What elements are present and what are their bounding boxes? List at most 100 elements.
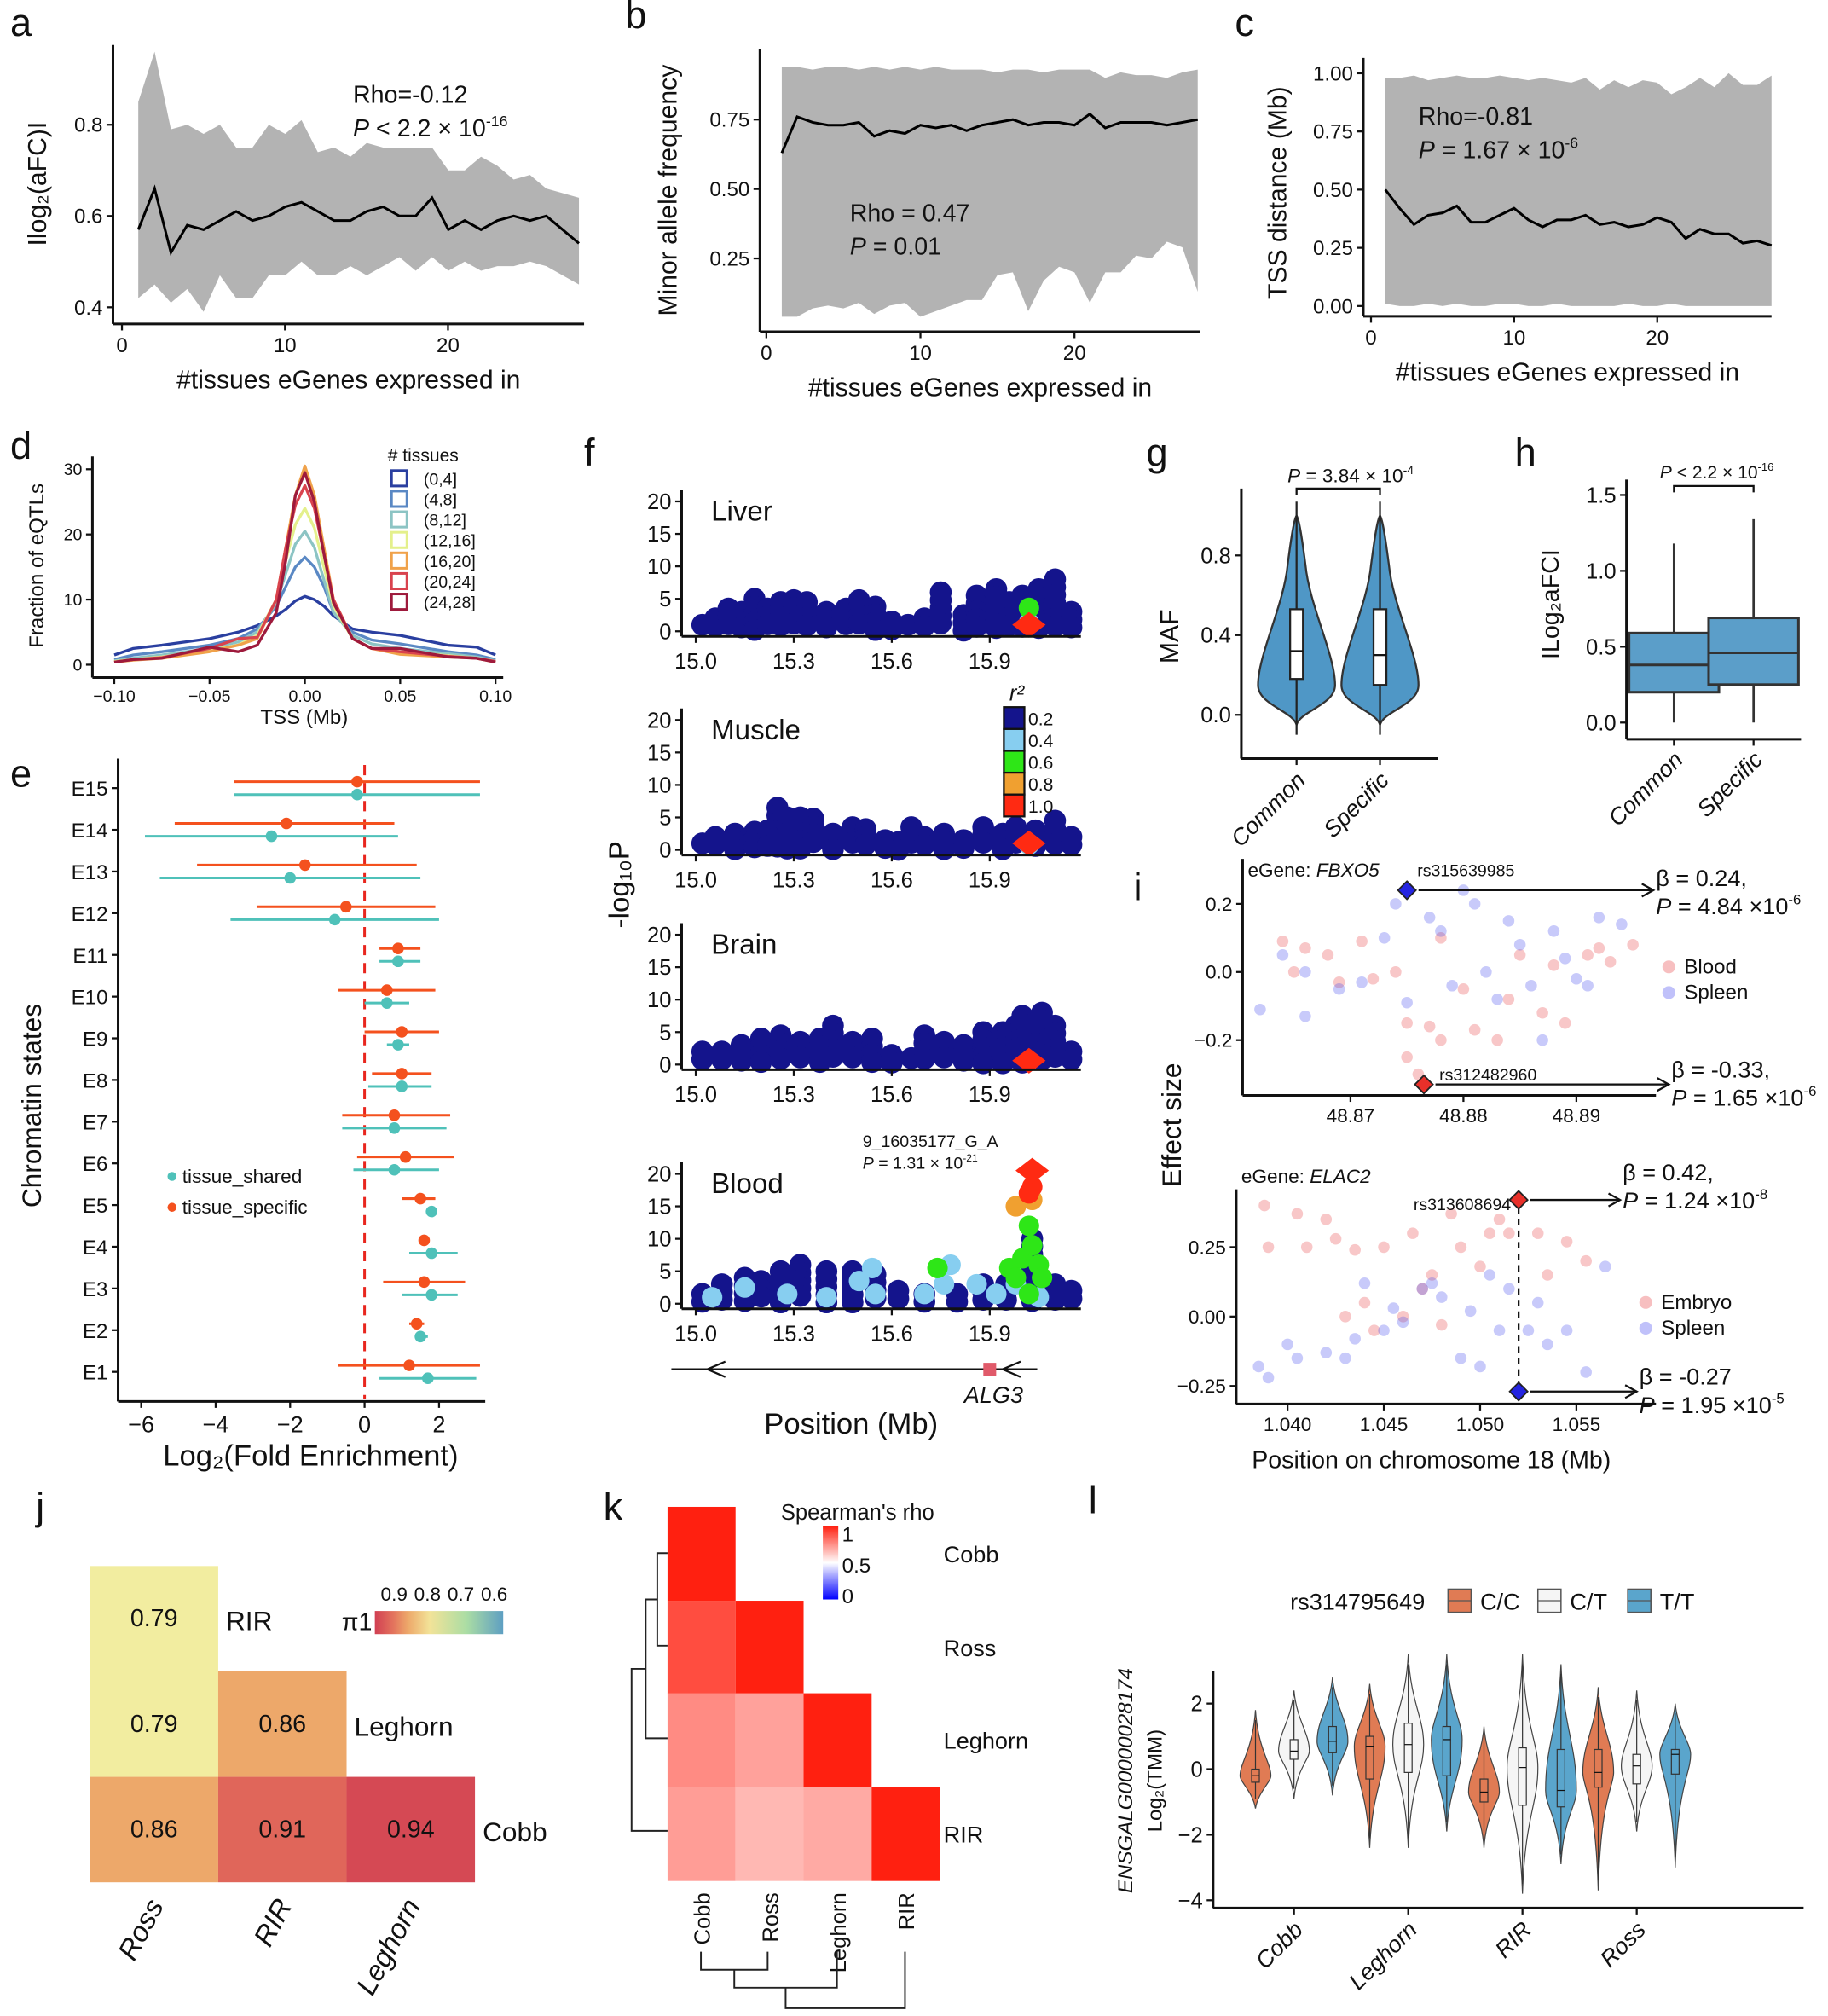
snp-point bbox=[815, 616, 838, 639]
snp-point bbox=[966, 1273, 987, 1295]
estimate-point bbox=[414, 1330, 426, 1343]
legend-label: 0.6 bbox=[1028, 754, 1053, 773]
heatmap-cell bbox=[346, 1776, 476, 1883]
beta-label: β = 0.24, bbox=[1656, 865, 1747, 891]
mean-line bbox=[136, 184, 581, 256]
stat-exponent: -6 bbox=[1565, 134, 1578, 151]
track-blood: 0 5 10 15 20 15.0 15.3 15.6 15.9 Blood 9_16035177_… bbox=[647, 1133, 1083, 1346]
panel-b: 0.25 0.50 0.75 0 10 20 #tissues eGenes express… bbox=[654, 49, 1200, 402]
stat-value: = 0.01 bbox=[866, 233, 941, 260]
legend-label: 0.8 bbox=[1028, 775, 1053, 795]
snp-point bbox=[1455, 1241, 1467, 1254]
snp-point bbox=[1474, 1360, 1486, 1373]
row-label: RIR bbox=[226, 1606, 272, 1637]
y-tick-label: 15 bbox=[647, 1196, 671, 1219]
snp-point bbox=[1021, 1176, 1043, 1197]
x-tick-label: 0.05 bbox=[384, 687, 416, 706]
column-label: Leghorn bbox=[350, 1894, 427, 2001]
y-tick-label: 0 bbox=[659, 839, 671, 863]
colorbar-label: 1 bbox=[842, 1524, 853, 1547]
legend-marker bbox=[1662, 960, 1675, 974]
y-tick-label: E12 bbox=[72, 903, 108, 926]
snp-point bbox=[1513, 939, 1526, 951]
y-axis-title: ILog₂aFCI bbox=[1537, 549, 1565, 659]
snp-point bbox=[1491, 1034, 1503, 1046]
y-tick-label: 0.0 bbox=[1206, 962, 1232, 983]
snp-point bbox=[1502, 993, 1515, 1005]
y-tick-label: 0.25 bbox=[1313, 237, 1353, 260]
legend-swatch bbox=[390, 593, 408, 611]
legend-label: 1.0 bbox=[1028, 797, 1053, 817]
y-tick-label: −2 bbox=[1178, 1823, 1203, 1847]
snp-point bbox=[1559, 1017, 1571, 1029]
snp-point bbox=[1412, 1068, 1425, 1080]
y-axis-title: -log₁₀P bbox=[605, 841, 636, 928]
p-symbol: P bbox=[850, 233, 866, 260]
y-tick-label: −0.25 bbox=[1177, 1376, 1226, 1397]
snp-point bbox=[1571, 972, 1582, 985]
snp-point bbox=[965, 616, 988, 638]
legend-label: (24,28] bbox=[424, 594, 476, 612]
snp-point bbox=[1484, 1227, 1496, 1239]
snp-point bbox=[1493, 1324, 1506, 1336]
x-tick-label: 15.3 bbox=[772, 1083, 815, 1107]
snp-point bbox=[1378, 1241, 1390, 1254]
snp-point bbox=[691, 1048, 714, 1071]
cell-value: 0.79 bbox=[130, 1711, 178, 1738]
colorbar-label: 0.8 bbox=[414, 1584, 441, 1605]
y-tick-label: 0 bbox=[659, 620, 671, 644]
estimate-point bbox=[351, 775, 363, 788]
snp-point bbox=[1493, 1214, 1506, 1225]
panel-letter-e: e bbox=[10, 752, 32, 796]
y-axis-title: TSS distance (Mb) bbox=[1264, 86, 1293, 299]
estimate-point bbox=[392, 955, 404, 968]
snp-point bbox=[1468, 898, 1481, 910]
estimate-point bbox=[414, 1192, 426, 1205]
panel-i: −0.2 0.0 0.2 48.87 48.88 48.89 eGene: FBXO5 rs3… bbox=[1156, 859, 1816, 1474]
snp-point bbox=[1368, 1324, 1380, 1336]
snp-point bbox=[1407, 1227, 1419, 1239]
snp-point bbox=[865, 1283, 886, 1305]
snp-point bbox=[1468, 1023, 1481, 1036]
legend-swatch bbox=[1003, 727, 1026, 752]
x-tick-label: 2 bbox=[432, 1411, 445, 1438]
lead-snp-diamond bbox=[1012, 1047, 1046, 1074]
snp-label: rs312482960 bbox=[1439, 1066, 1536, 1085]
column-label: RIR bbox=[895, 1892, 919, 1930]
snp-point bbox=[1339, 1352, 1351, 1364]
estimate-point bbox=[410, 1318, 423, 1330]
snp-point bbox=[1291, 1208, 1304, 1220]
snp-point bbox=[1390, 966, 1402, 978]
box bbox=[1556, 1748, 1565, 1808]
y-tick-label: 0.8 bbox=[1200, 544, 1231, 568]
y-tick-label: E1 bbox=[83, 1362, 107, 1385]
strand-arrow-icon bbox=[1000, 1360, 1021, 1378]
snp-point bbox=[1397, 1316, 1409, 1329]
legend-swatch bbox=[390, 530, 408, 549]
legend-title: # tissues bbox=[388, 446, 459, 466]
snp-point bbox=[1021, 1235, 1043, 1256]
x-tick-label: 10 bbox=[1502, 327, 1525, 350]
snp-point bbox=[1390, 898, 1402, 910]
y-tick-label: 15 bbox=[647, 523, 671, 547]
snp-point bbox=[1455, 1352, 1467, 1364]
legend-marker bbox=[167, 1202, 177, 1212]
lead-snp-diamond bbox=[1414, 1074, 1434, 1095]
mean-line bbox=[780, 112, 1199, 154]
legend-swatch bbox=[390, 469, 408, 488]
y-tick-label: 1.0 bbox=[1586, 559, 1617, 583]
heatmap-cell bbox=[217, 1671, 347, 1777]
snp-point bbox=[1480, 966, 1492, 978]
snp-point bbox=[1600, 1260, 1611, 1273]
snp-point bbox=[1423, 1020, 1436, 1033]
snp-point bbox=[1582, 979, 1594, 992]
estimate-point bbox=[396, 1026, 408, 1038]
x-tick-label: 20 bbox=[1063, 342, 1086, 365]
y-tick-label: 10 bbox=[647, 773, 671, 797]
y-tick-label: 15 bbox=[647, 956, 671, 980]
y-tick-label: E6 bbox=[83, 1153, 107, 1176]
snp-point bbox=[1356, 936, 1368, 947]
legend-swatch bbox=[390, 510, 408, 529]
colorbar-label: 0.7 bbox=[448, 1584, 474, 1605]
egene-name: ELAC2 bbox=[1310, 1166, 1371, 1187]
